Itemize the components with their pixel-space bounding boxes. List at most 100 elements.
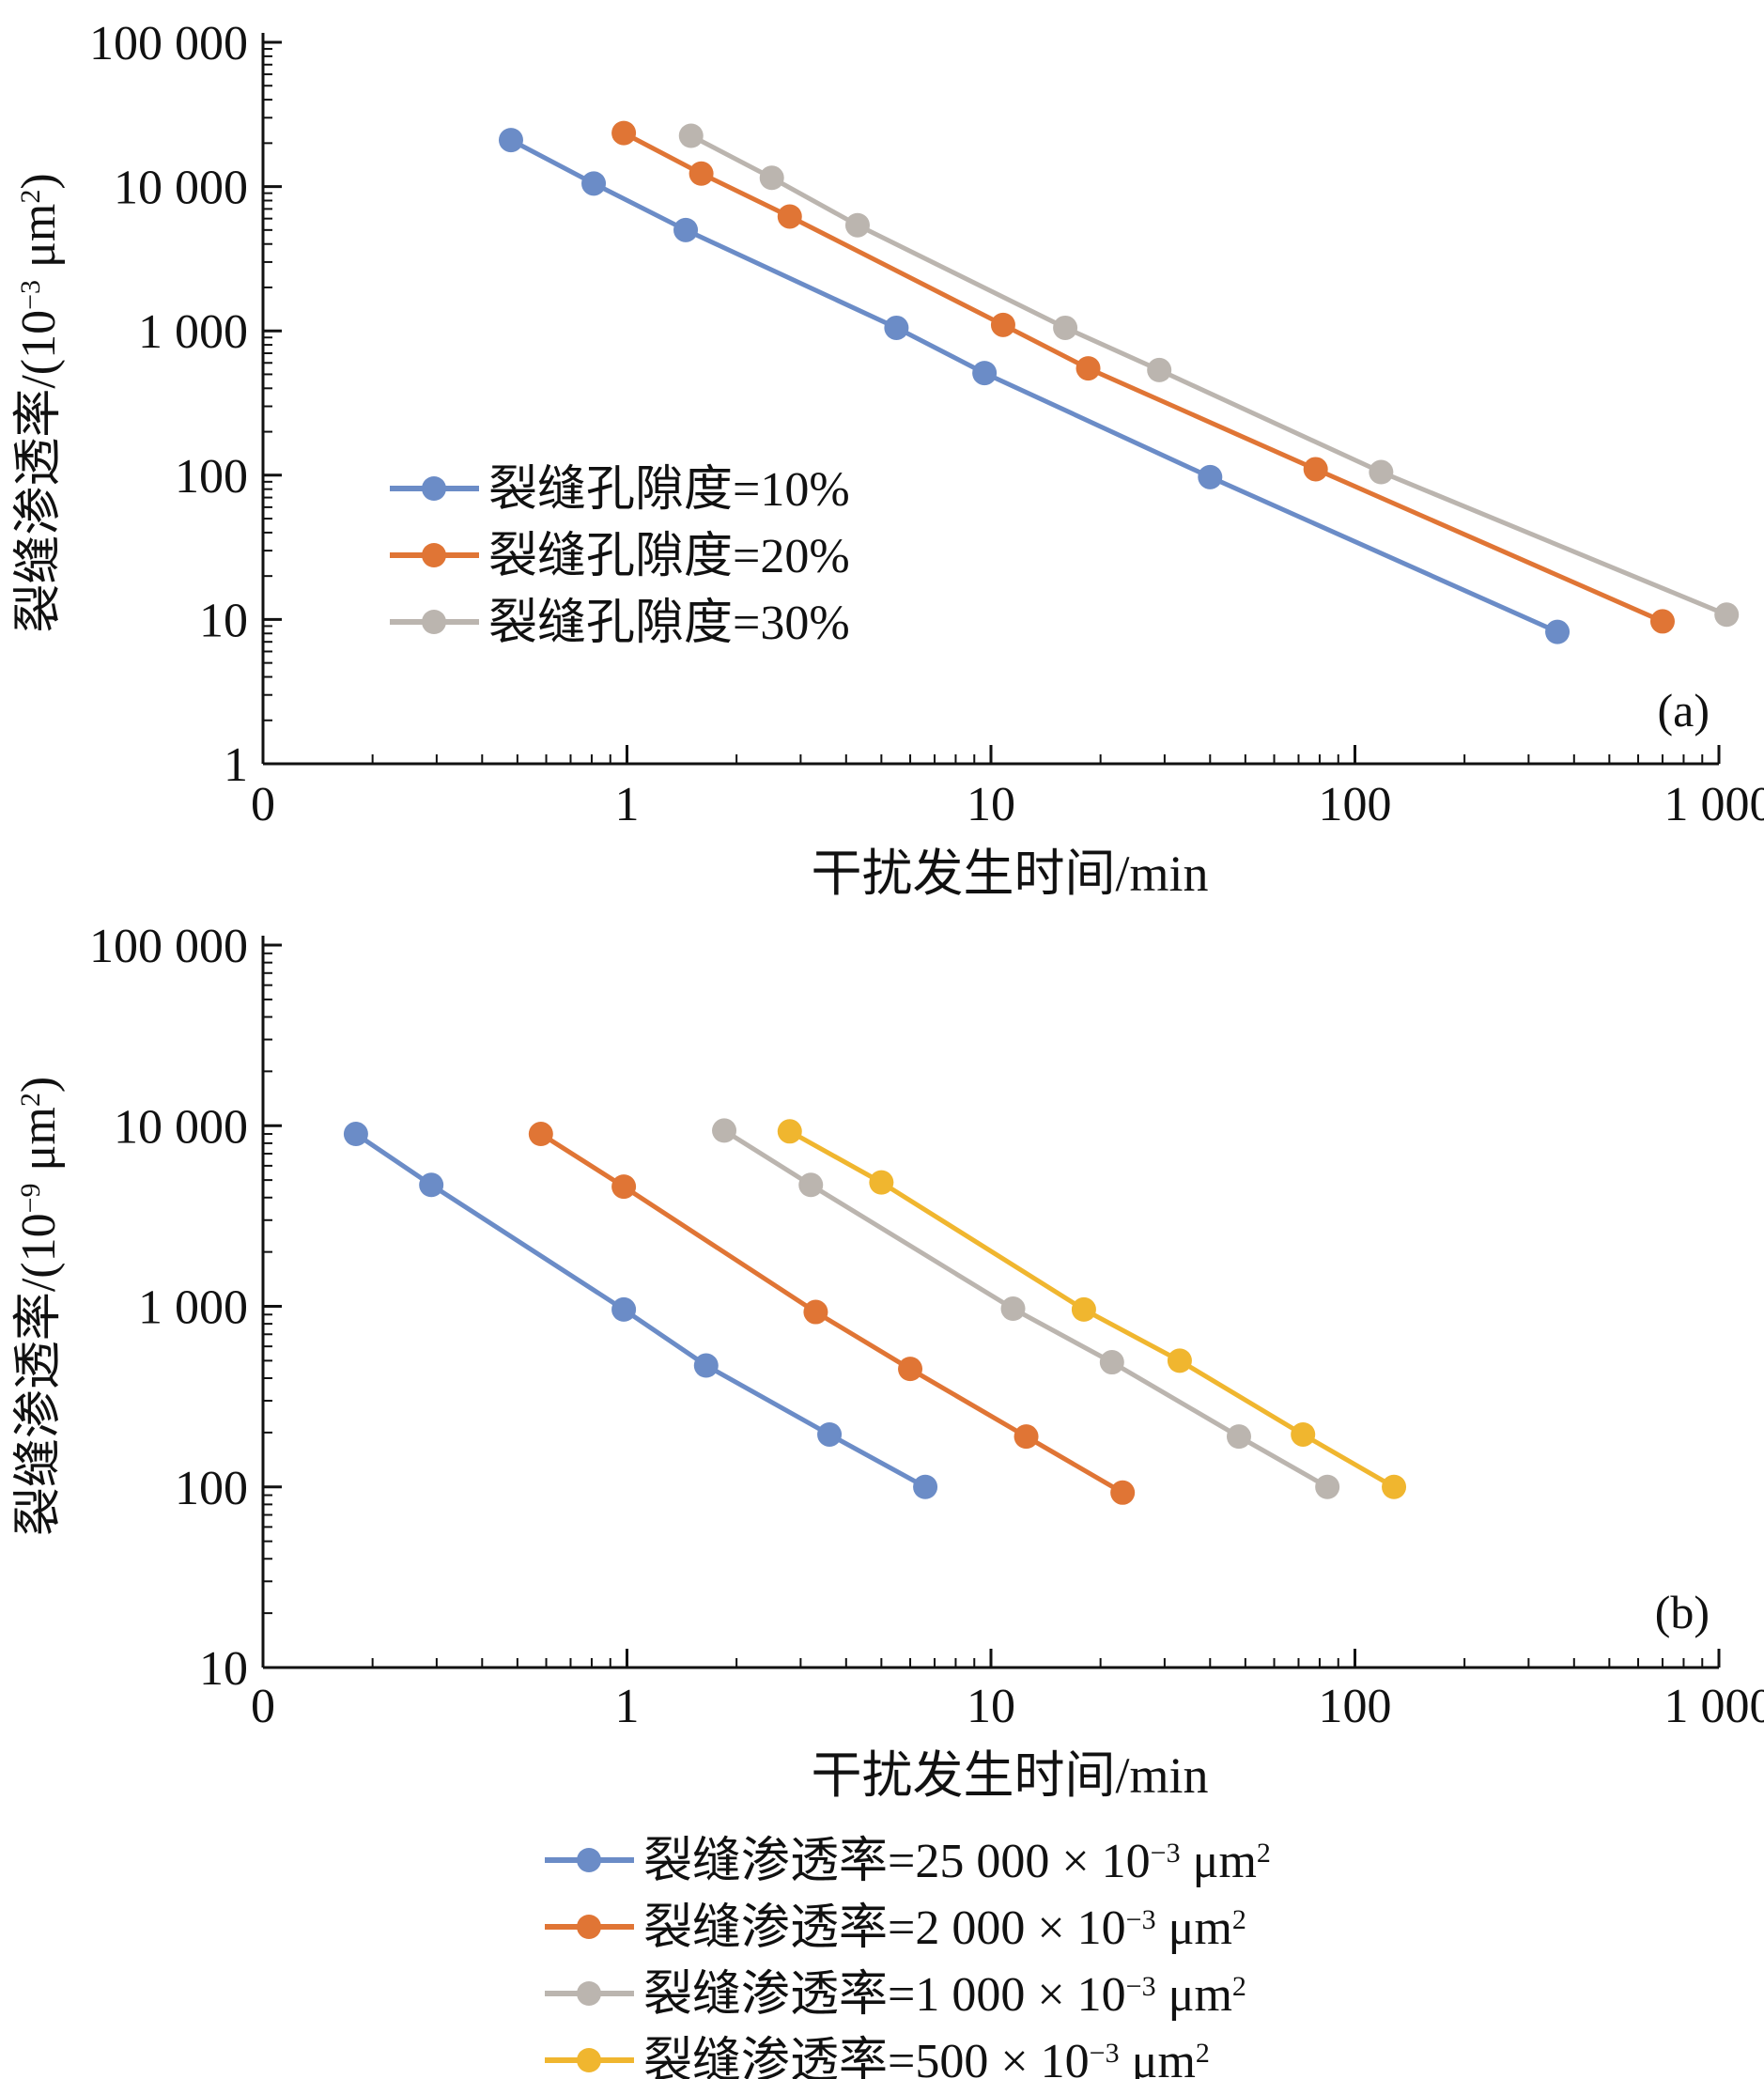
panel-label: (a) (1658, 684, 1710, 737)
y-axis-title: 裂缝渗透率/(10−3 μm2) (12, 173, 66, 632)
x-axis-title: 干扰发生时间/min (811, 846, 1208, 902)
x-tick-label: 100 (1319, 778, 1392, 831)
data-point (913, 1474, 938, 1499)
data-point (1198, 464, 1223, 489)
data-point (1167, 1348, 1192, 1373)
series-line (722, 1128, 1329, 1489)
data-point (1053, 315, 1078, 340)
series-4 (777, 1119, 1407, 1499)
data-point (693, 1353, 719, 1378)
legend-marker (422, 610, 446, 634)
data-point (777, 1119, 802, 1144)
legend-marker (577, 1915, 601, 1939)
legend-entry: 裂缝孔隙度=20% (390, 530, 850, 583)
x-tick-label: 1 (615, 778, 640, 831)
x-tick-label: 10 (967, 778, 1015, 831)
data-point (611, 1296, 637, 1322)
legend-label: 裂缝渗透率=1 000 × 10−3 μm2 (643, 1968, 1246, 2022)
data-point (1000, 1296, 1026, 1322)
legend-entry: 裂缝孔隙度=30% (390, 597, 850, 650)
x-tick-label: 1 000 (1664, 1680, 1764, 1733)
data-point (1071, 1296, 1096, 1322)
series-line (539, 1131, 1124, 1495)
legend-label: 裂缝孔隙度=20% (488, 530, 850, 583)
legend-entry: 裂缝渗透率=2 000 × 10−3 μm2 (545, 1901, 1246, 1955)
y-tick-label: 10 000 (114, 162, 248, 215)
series-2 (611, 120, 1675, 634)
data-point (1014, 1424, 1039, 1450)
data-point (1099, 1350, 1124, 1375)
y-tick-label: 1 000 (138, 305, 248, 359)
legend-label: 裂缝渗透率=25 000 × 10−3 μm2 (643, 1835, 1271, 1888)
data-point (1369, 459, 1394, 485)
series-1 (498, 128, 1571, 644)
y-tick-label: 1 (224, 738, 248, 792)
x-tick-label: 10 (967, 1680, 1015, 1733)
data-point (1649, 609, 1675, 634)
x-tick-label: 1 000 (1664, 778, 1764, 831)
x-axis-title: 干扰发生时间/min (811, 1747, 1208, 1804)
data-point (759, 165, 784, 191)
data-point (884, 315, 909, 340)
y-tick-label: 10 (199, 594, 248, 647)
legend-label: 裂缝渗透率=2 000 × 10−3 μm2 (643, 1901, 1246, 1955)
legend-marker (577, 1981, 601, 2006)
series-line (788, 1129, 1396, 1489)
legend-entry: 裂缝渗透率=1 000 × 10−3 μm2 (545, 1968, 1246, 2022)
data-point (898, 1357, 923, 1382)
data-point (419, 1172, 444, 1198)
data-point (844, 212, 870, 238)
data-point (777, 204, 802, 229)
data-point (581, 171, 607, 196)
series-line (354, 1131, 927, 1489)
y-tick-label: 100 000 (89, 920, 248, 973)
legend-entry: 裂缝渗透率=500 × 10−3 μm2 (545, 2035, 1210, 2079)
data-point (869, 1170, 894, 1195)
data-point (1110, 1480, 1136, 1505)
data-point (528, 1122, 553, 1147)
y-tick-label: 10 000 (114, 1100, 248, 1154)
data-point (343, 1122, 368, 1147)
data-point (1303, 457, 1328, 482)
data-point (1147, 357, 1172, 382)
y-tick-label: 1 000 (138, 1281, 248, 1335)
legend-marker (422, 543, 446, 567)
data-point (1291, 1421, 1316, 1447)
x-tick-label: 0 (251, 778, 275, 831)
legend-label: 裂缝孔隙度=30% (488, 597, 850, 650)
data-point (1382, 1474, 1407, 1499)
data-point (498, 128, 523, 153)
panel-label: (b) (1655, 1586, 1710, 1638)
series-3 (712, 1118, 1340, 1499)
data-point (990, 312, 1015, 337)
data-point (1315, 1474, 1340, 1499)
data-point (1075, 356, 1101, 381)
legend-entry: 裂缝渗透率=25 000 × 10−3 μm2 (545, 1835, 1271, 1888)
series-2 (528, 1122, 1136, 1505)
y-tick-label: 100 (175, 450, 248, 504)
data-point (678, 123, 704, 148)
y-tick-label: 100 000 (89, 17, 248, 70)
legend-label: 裂缝孔隙度=10% (488, 463, 850, 517)
data-point (1226, 1424, 1251, 1450)
data-point (1545, 619, 1571, 644)
y-tick-label: 100 (175, 1462, 248, 1515)
series-3 (678, 123, 1740, 628)
x-tick-label: 1 (615, 1680, 640, 1733)
x-tick-label: 0 (251, 1680, 275, 1733)
data-point (689, 161, 714, 186)
data-point (611, 120, 637, 146)
x-tick-label: 100 (1319, 1680, 1392, 1733)
data-point (673, 217, 699, 242)
y-tick-label: 10 (199, 1642, 248, 1696)
data-point (798, 1172, 824, 1198)
data-point (712, 1118, 737, 1143)
legend-marker (577, 1848, 601, 1872)
series-1 (343, 1122, 938, 1499)
legend-marker (422, 476, 446, 501)
legend-entry: 裂缝孔隙度=10% (390, 463, 850, 517)
legend-label: 裂缝渗透率=500 × 10−3 μm2 (643, 2035, 1210, 2079)
chart-panel-b: 0 1 10 100 1 000 10 100 1 000 10 000 100 000 干扰发生时… (12, 920, 1764, 2079)
